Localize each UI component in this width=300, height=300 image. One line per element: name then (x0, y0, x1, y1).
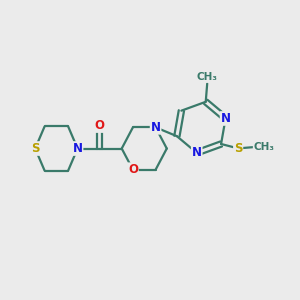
Text: O: O (128, 163, 138, 176)
Text: N: N (192, 146, 202, 159)
Text: N: N (151, 121, 160, 134)
Text: O: O (95, 119, 105, 132)
Text: N: N (220, 112, 231, 125)
Text: CH₃: CH₃ (197, 72, 218, 82)
Text: CH₃: CH₃ (254, 142, 274, 152)
Text: N: N (73, 142, 82, 155)
Text: S: S (31, 142, 39, 155)
Text: S: S (234, 142, 242, 155)
